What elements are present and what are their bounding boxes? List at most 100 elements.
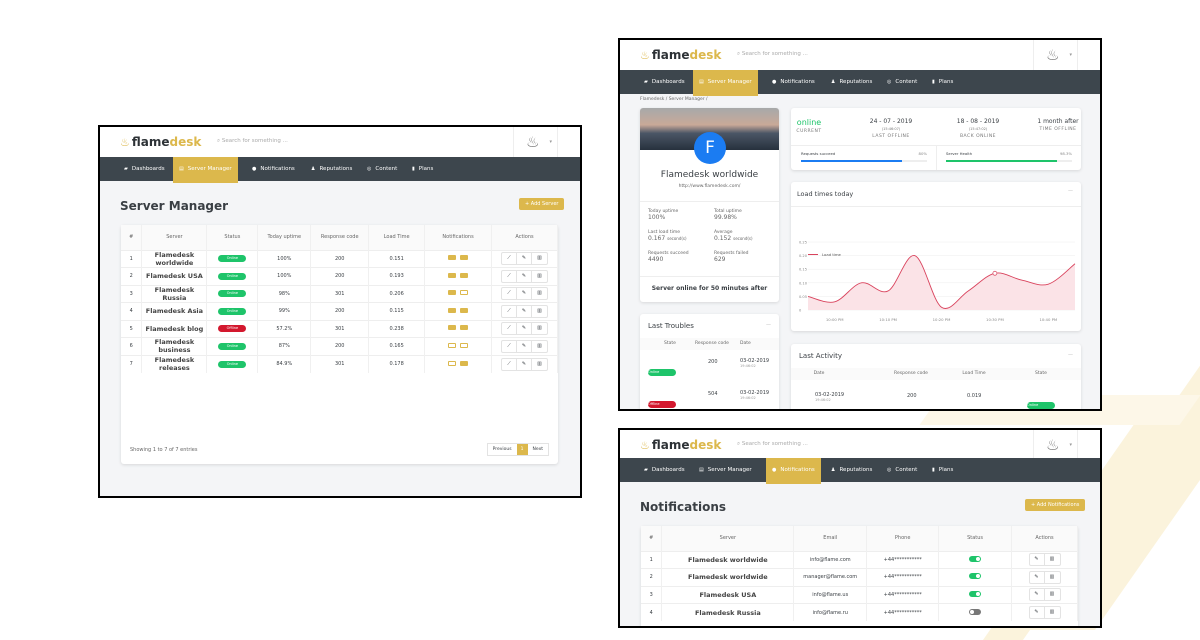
edit-icon[interactable]: ✎: [517, 340, 532, 352]
logo[interactable]: ♨ flamedesk: [640, 48, 721, 62]
edit-icon[interactable]: ✎: [517, 323, 532, 335]
page-1-button[interactable]: 1: [516, 444, 528, 455]
mail-icon[interactable]: [448, 255, 457, 261]
previous-button[interactable]: Previous: [492, 447, 512, 452]
logo[interactable]: ♨ flamedesk: [640, 438, 721, 452]
edit-icon[interactable]: ✎: [1030, 607, 1045, 618]
stats-icon[interactable]: ⟋: [502, 305, 517, 317]
collapse-icon[interactable]: —: [766, 322, 771, 328]
server-name[interactable]: Flamedesk worldwide: [141, 249, 208, 268]
nav-item-reputations[interactable]: ♟ Reputations: [825, 458, 878, 482]
add-server-button[interactable]: + Add Server: [519, 198, 565, 210]
server-name[interactable]: Flamedesk blog: [141, 319, 208, 338]
table-row[interactable]: 3 Flamedesk USA info@flame.us +44**********…: [641, 585, 1078, 604]
edit-icon[interactable]: ✎: [1030, 571, 1045, 583]
chat-icon[interactable]: [460, 255, 469, 261]
table-row[interactable]: 1 Flamedesk worldwide info@flame.com +44***…: [641, 550, 1078, 569]
table-row[interactable]: 5 Flamedesk blog Offline 57.2% 301 0.238 ⟋ ✎…: [121, 319, 558, 338]
trash-icon[interactable]: ▥: [537, 255, 542, 262]
chat-icon[interactable]: [460, 272, 469, 278]
edit-icon[interactable]: ✎: [517, 305, 532, 317]
mail-icon[interactable]: [448, 272, 457, 278]
edit-icon[interactable]: ✎: [517, 358, 532, 370]
trash-icon[interactable]: ▥: [537, 290, 542, 297]
nav-item-notifications[interactable]: ● Notifications: [246, 157, 301, 181]
stats-icon[interactable]: ⟋: [502, 340, 517, 352]
trash-icon[interactable]: ▥: [537, 360, 542, 367]
server-name[interactable]: Flamedesk releases: [141, 354, 208, 373]
table-row[interactable]: 4 Flamedesk Russia info@flame.ru +44*******…: [641, 603, 1078, 621]
collapse-icon[interactable]: —: [1068, 188, 1073, 194]
nav-item-plans[interactable]: ▮ Plans: [926, 458, 959, 482]
trash-icon[interactable]: ▥: [1049, 591, 1055, 598]
logo[interactable]: ♨ flamedesk: [120, 135, 201, 149]
table-row[interactable]: 2 Flamedesk worldwide manager@flame.com +44…: [641, 568, 1078, 586]
mail-icon[interactable]: [448, 360, 457, 366]
stats-icon[interactable]: ⟋: [502, 253, 517, 265]
next-button[interactable]: Next: [532, 447, 543, 452]
nav-item-reputations[interactable]: ♟ Reputations: [305, 157, 358, 181]
user-menu[interactable]: ♨ ▾: [1033, 430, 1078, 460]
stats-icon[interactable]: ⟋: [502, 288, 517, 300]
nav-item-content[interactable]: ◎ Content: [881, 458, 923, 482]
user-menu[interactable]: ♨ ▾: [1033, 40, 1078, 70]
trash-icon[interactable]: ▥: [537, 272, 542, 279]
server-name[interactable]: Flamedesk business: [141, 337, 208, 355]
trash-icon[interactable]: ▥: [1049, 609, 1055, 615]
stats-icon[interactable]: ⟋: [502, 270, 517, 282]
server-name[interactable]: Flamedesk USA: [141, 267, 208, 285]
edit-icon[interactable]: ✎: [1030, 554, 1045, 566]
server-name[interactable]: Flamedesk Russia: [141, 284, 208, 303]
edit-icon[interactable]: ✎: [517, 270, 532, 282]
nav-item-server-manager[interactable]: ▤ Server Manager: [693, 458, 758, 482]
nav-item-dashboards[interactable]: ▰ Dashboards: [638, 70, 691, 94]
search-input[interactable]: ⌕ Search for something ...: [217, 138, 288, 145]
table-row[interactable]: 6 Flamedesk business Online 87% 200 0.165 ⟋…: [121, 337, 558, 355]
chat-icon[interactable]: [460, 307, 469, 313]
nav-item-server-manager[interactable]: ▤ Server Manager: [693, 70, 758, 96]
chat-icon[interactable]: [460, 342, 469, 348]
nav-item-content[interactable]: ◎ Content: [361, 157, 403, 181]
nav-item-server-manager[interactable]: ▤ Server Manager: [173, 157, 238, 183]
chat-icon[interactable]: [460, 360, 469, 366]
trash-icon[interactable]: ▥: [537, 342, 542, 349]
server-url[interactable]: http://www.flamedesk.com/: [678, 184, 741, 189]
stats-icon[interactable]: ⟋: [502, 323, 517, 335]
trash-icon[interactable]: ▥: [537, 307, 542, 314]
nav-item-plans[interactable]: ▮ Plans: [926, 70, 959, 94]
nav-item-dashboards[interactable]: ▰ Dashboards: [638, 458, 691, 482]
edit-icon[interactable]: ✎: [517, 288, 532, 300]
table-row[interactable]: 1 Flamedesk worldwide Online 100% 200 0.151…: [121, 249, 558, 268]
nav-item-content[interactable]: ◎ Content: [881, 70, 923, 94]
table-row[interactable]: 3 Flamedesk Russia Online 98% 301 0.206 ⟋ ✎ ▥: [121, 284, 558, 303]
search-input[interactable]: ⌕ Search for something ...: [737, 441, 808, 448]
chat-icon[interactable]: [460, 290, 469, 296]
edit-icon[interactable]: ✎: [517, 253, 532, 265]
nav-item-reputations[interactable]: ♟ Reputations: [825, 70, 878, 94]
mail-icon[interactable]: [448, 290, 457, 296]
stats-icon[interactable]: ⟋: [502, 358, 517, 370]
table-row[interactable]: 4 Flamedesk Asia Online 99% 200 0.115 ⟋ ✎ ▥: [121, 302, 558, 320]
status-toggle[interactable]: [969, 590, 982, 597]
table-row[interactable]: 2 Flamedesk USA Online 100% 200 0.193 ⟋ ✎ ▥: [121, 267, 558, 285]
search-input[interactable]: ⌕ Search for something ...: [737, 51, 808, 58]
data-point[interactable]: [992, 270, 998, 276]
mail-icon[interactable]: [448, 307, 457, 313]
chat-icon[interactable]: [460, 325, 469, 331]
user-menu[interactable]: ♨ ▾: [513, 127, 558, 157]
mail-icon[interactable]: [448, 325, 457, 331]
nav-item-dashboards[interactable]: ▰ Dashboards: [118, 157, 171, 181]
status-toggle[interactable]: [969, 608, 982, 615]
mail-icon[interactable]: [448, 342, 457, 348]
status-toggle[interactable]: [969, 555, 982, 562]
server-name[interactable]: Flamedesk Asia: [141, 302, 208, 320]
trash-icon[interactable]: ▥: [537, 325, 542, 332]
nav-item-notifications[interactable]: ● Notifications: [766, 70, 821, 94]
nav-item-notifications[interactable]: ● Notifications: [766, 458, 821, 484]
add-notification-button[interactable]: + Add Notifications: [1025, 499, 1086, 511]
trash-icon[interactable]: ▥: [1049, 556, 1055, 563]
nav-item-plans[interactable]: ▮ Plans: [406, 157, 439, 181]
table-row[interactable]: 7 Flamedesk releases Online 84.9% 301 0.178…: [121, 354, 558, 373]
trash-icon[interactable]: ▥: [1049, 573, 1055, 580]
edit-icon[interactable]: ✎: [1030, 589, 1045, 601]
